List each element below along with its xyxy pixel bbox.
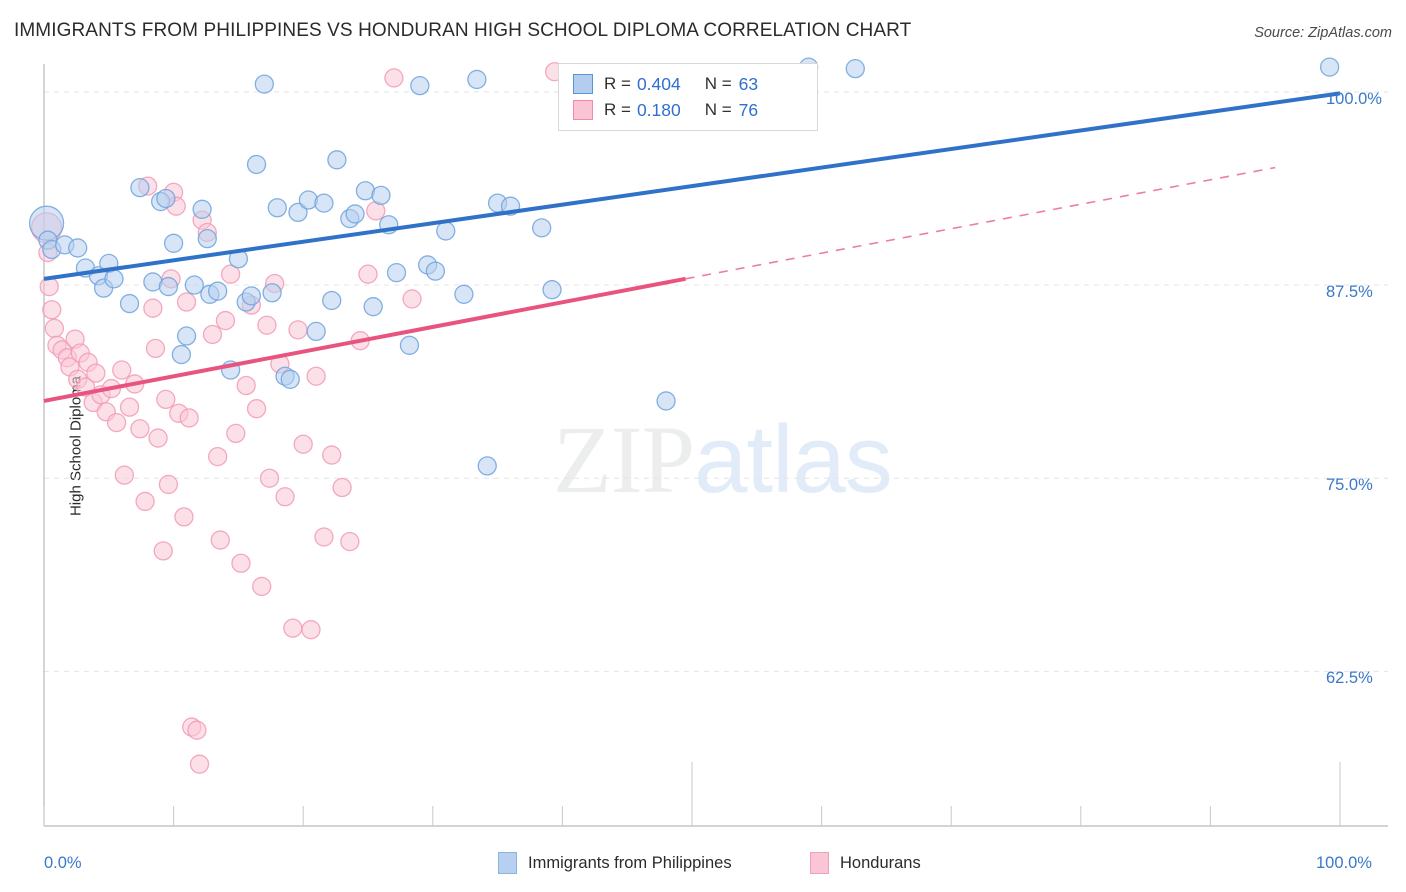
bottom-legend-item-philippines[interactable]: Immigrants from Philippines bbox=[498, 852, 732, 874]
source-attribution: Source: ZipAtlas.com bbox=[1254, 25, 1392, 41]
legend-swatch-hondurans bbox=[573, 100, 593, 120]
bottom-legend-item-hondurans[interactable]: Hondurans bbox=[810, 852, 921, 874]
y-axis-tick-label: 87.5% bbox=[1326, 283, 1373, 302]
n-value-hondurans: 76 bbox=[738, 99, 759, 120]
trendline-philippines bbox=[43, 91, 1341, 281]
bottom-legend-swatch-philippines bbox=[498, 852, 517, 874]
r-value-philippines: 0.404 bbox=[636, 73, 681, 94]
bottom-legend-label-hondurans: Hondurans bbox=[840, 853, 921, 872]
axis-lines bbox=[43, 64, 1388, 827]
legend-swatch-philippines bbox=[573, 74, 593, 94]
y-axis-tick-label: 100.0% bbox=[1326, 89, 1382, 108]
r-value-hondurans: 0.180 bbox=[636, 99, 681, 120]
r-label-philippines: R = bbox=[604, 74, 631, 93]
scatter-points-philippines bbox=[28, 57, 1340, 476]
stats-legend-row-hondurans: R = 0.180 N = 76 bbox=[573, 97, 758, 123]
n-value-philippines: 63 bbox=[738, 73, 759, 94]
page-title: IMMIGRANTS FROM PHILIPPINES VS HONDURAN … bbox=[14, 20, 912, 41]
x-axis-ticks bbox=[43, 762, 1341, 826]
r-label-hondurans: R = bbox=[604, 100, 631, 119]
trendline-hondurans bbox=[43, 166, 1276, 403]
x-axis-min-label: 0.0% bbox=[44, 854, 82, 872]
scatter-points-hondurans bbox=[30, 62, 565, 774]
y-axis-tick-label: 75.0% bbox=[1326, 476, 1373, 495]
stats-legend: R = 0.404 N = 63 R = 0.180 N = 76 bbox=[558, 63, 818, 131]
y-axis-tick-label: 62.5% bbox=[1326, 669, 1373, 688]
bottom-legend-label-philippines: Immigrants from Philippines bbox=[528, 853, 732, 872]
stats-legend-row-philippines: R = 0.404 N = 63 bbox=[573, 71, 758, 97]
n-label-hondurans: N = bbox=[704, 100, 732, 119]
bottom-legend-swatch-hondurans bbox=[810, 852, 829, 874]
n-label-philippines: N = bbox=[704, 74, 732, 93]
x-axis-max-label: 100.0% bbox=[1316, 854, 1372, 872]
